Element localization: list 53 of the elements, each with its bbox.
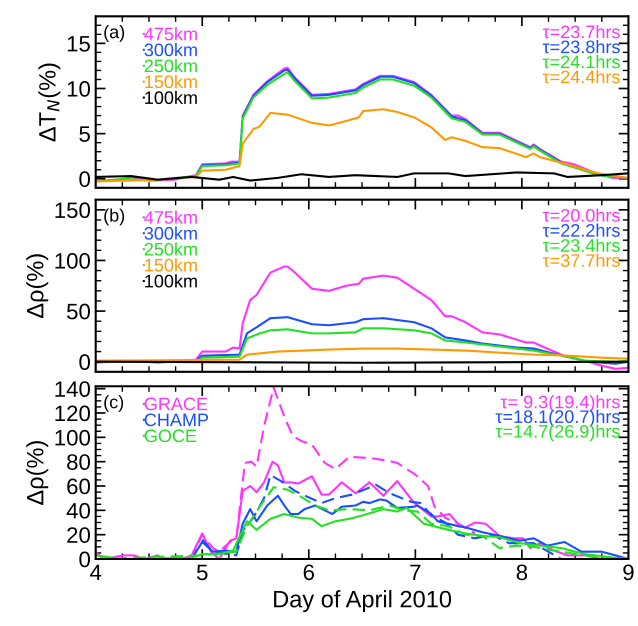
y-tick-label: 50 bbox=[67, 304, 90, 320]
legend-label: 100km bbox=[145, 274, 197, 288]
annotation: τ=24.1hrs bbox=[542, 55, 620, 68]
x-tick-label: 8 bbox=[516, 564, 528, 580]
annotation: τ=20.0hrs bbox=[542, 208, 620, 222]
y-tick-label: 100 bbox=[55, 430, 90, 446]
annotation: τ=23.7hrs bbox=[542, 25, 620, 38]
annotation: τ= 9.3(19.4)hrs bbox=[500, 395, 620, 412]
legend-label: GRACE bbox=[144, 398, 208, 410]
annotation: (c) bbox=[104, 395, 124, 412]
annotation: τ=14.7(26.9)hrs bbox=[496, 424, 620, 442]
legend-label: 100km bbox=[145, 90, 197, 104]
legend-label: CHAMP bbox=[144, 413, 208, 426]
y-axis-title: ΔT$_{N}$(%) bbox=[38, 63, 60, 142]
y-axis-title: Δρ(%) bbox=[26, 254, 48, 318]
y-tick-label: 0 bbox=[79, 171, 90, 188]
y-tick-label: 60 bbox=[67, 478, 90, 494]
y-tick-label: 150 bbox=[55, 202, 90, 218]
legend-label: 250km bbox=[144, 242, 197, 256]
annotation: (b) bbox=[104, 208, 124, 226]
y-tick-label: 15 bbox=[68, 36, 90, 52]
y-tick-label: 40 bbox=[66, 502, 90, 519]
y-tick-label: 80 bbox=[67, 454, 90, 470]
x-tick-label: 6 bbox=[304, 564, 314, 580]
legend-label: 475km bbox=[144, 210, 197, 224]
legend-label: 150km bbox=[145, 258, 197, 272]
annotation: τ=23.8hrs bbox=[542, 40, 620, 54]
y-tick-label: 20 bbox=[67, 527, 90, 543]
y-tick-label: 0 bbox=[79, 552, 90, 568]
y-tick-label: 120 bbox=[55, 406, 90, 422]
annotation: τ=18.1(20.7)hrs bbox=[496, 410, 620, 427]
x-axis-title: Day of April 2010 bbox=[274, 590, 452, 612]
legend-label: 475km bbox=[144, 27, 197, 40]
x-tick-label: 7 bbox=[410, 564, 420, 580]
x-tick-label: 5 bbox=[196, 564, 208, 580]
annotation: τ=24.4hrs bbox=[542, 70, 620, 84]
y-tick-label: 10 bbox=[68, 81, 90, 97]
y-axis-title: Δρ(%) bbox=[26, 441, 48, 505]
legend-label: 250km bbox=[144, 58, 197, 72]
x-tick-label: 9 bbox=[623, 564, 634, 580]
y-tick-label: 140 bbox=[55, 381, 90, 397]
legend-label: 150km bbox=[145, 74, 197, 88]
y-tick-label: 0 bbox=[79, 354, 90, 370]
annotation: τ=22.2hrs bbox=[542, 224, 620, 237]
annotation: τ=37.7hrs bbox=[542, 254, 620, 267]
annotation: (a) bbox=[104, 25, 124, 42]
y-tick-label: 100 bbox=[55, 252, 90, 269]
legend-label: 300km bbox=[144, 226, 197, 240]
y-tick-label: 5 bbox=[79, 126, 90, 142]
legend-label: 300km bbox=[144, 43, 197, 56]
annotation: τ=23.4hrs bbox=[542, 238, 620, 252]
legend-label: GOCE bbox=[144, 429, 196, 442]
x-tick-label: 4 bbox=[90, 564, 102, 580]
